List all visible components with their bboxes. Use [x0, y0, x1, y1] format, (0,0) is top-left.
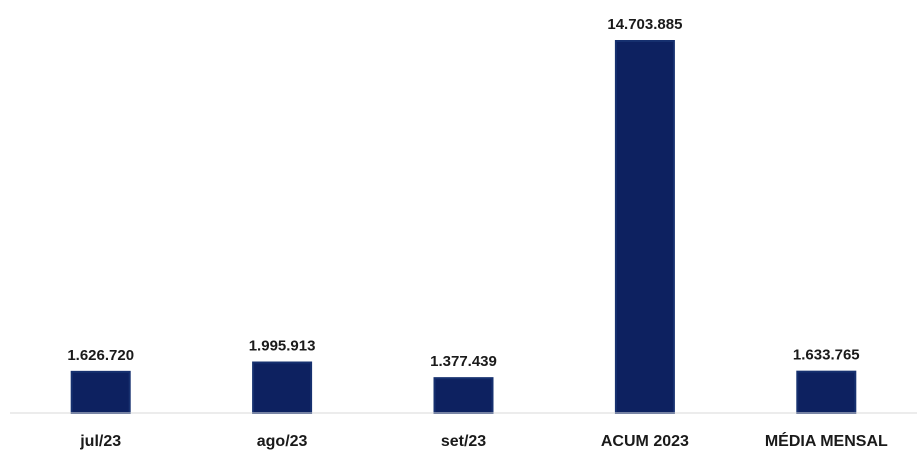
- category-label-0: jul/23: [79, 433, 121, 450]
- data-label-1: 1.995.913: [249, 338, 316, 355]
- bar-3: [614, 40, 675, 414]
- category-labels-group: jul/23 ago/23 set/23 ACUM 2023 MÉDIA MENSAL: [79, 431, 888, 450]
- bar-0: [70, 370, 131, 415]
- category-label-1: ago/23: [257, 433, 308, 450]
- bars-group: [70, 40, 857, 415]
- category-label-4: MÉDIA MENSAL: [765, 431, 888, 450]
- data-label-4: 1.633.765: [793, 347, 860, 364]
- data-label-0: 1.626.720: [67, 347, 134, 364]
- bar-2: [433, 377, 494, 415]
- category-label-2: set/23: [441, 433, 486, 450]
- category-label-3: ACUM 2023: [601, 433, 689, 450]
- bar-1: [252, 361, 313, 414]
- data-label-3: 14.703.885: [607, 16, 682, 33]
- data-label-2: 1.377.439: [430, 353, 497, 370]
- bar-4: [796, 370, 857, 414]
- data-labels-group: 1.626.720 1.995.913 1.377.439 14.703.885 1.6…: [67, 16, 859, 370]
